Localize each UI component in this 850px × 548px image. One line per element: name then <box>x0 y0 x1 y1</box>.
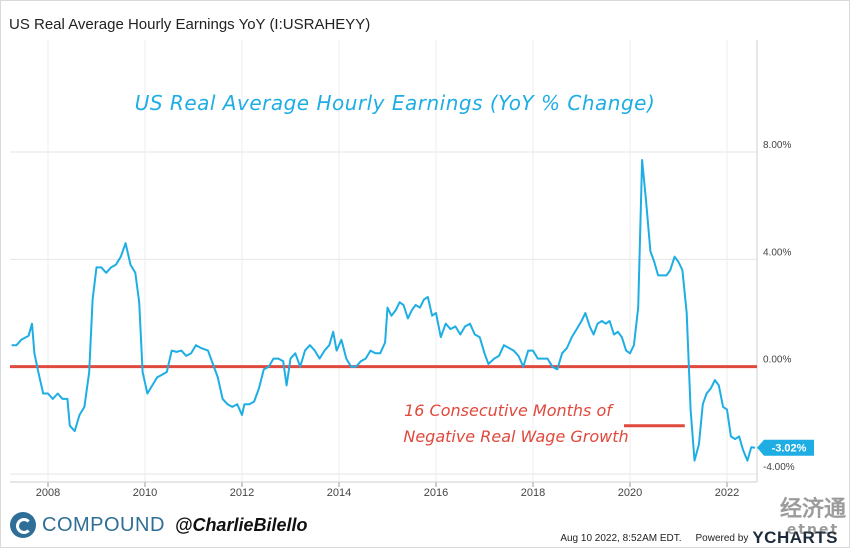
x-tick-label: 2010 <box>133 487 157 499</box>
watermark: 经济通 etnet <box>779 497 846 540</box>
compound-logo-icon <box>10 512 36 538</box>
footer-source: Aug 10 2022, 8:52AM EDT. Powered by YCHA… <box>560 528 838 548</box>
series-line <box>11 159 756 462</box>
powered-by-label: Powered by <box>695 532 749 544</box>
x-tick-label: 2016 <box>424 487 448 499</box>
y-tick-label: 0.00% <box>763 355 791 366</box>
x-tick-label: 2018 <box>521 487 545 499</box>
annotation-text-line1: 16 Consecutive Months of <box>404 401 614 420</box>
x-tick-label: 2008 <box>36 487 60 499</box>
footer-branding: COMPOUND @CharlieBilello <box>10 510 307 540</box>
timestamp: Aug 10 2022, 8:52AM EDT. <box>560 532 682 544</box>
x-tick-label: 2020 <box>618 487 642 499</box>
brand-name: COMPOUND <box>42 513 165 536</box>
watermark-line1: 经济通 <box>779 497 846 522</box>
author-handle: @CharlieBilello <box>174 514 308 535</box>
watermark-line2: etnet <box>786 522 840 538</box>
ycharts-logo[interactable]: YCHARTS <box>752 528 838 547</box>
chart-header-title: US Real Average Hourly Earnings YoY (I:U… <box>9 16 371 33</box>
plot-area <box>10 40 757 482</box>
y-tick-label: 8.00% <box>763 140 791 151</box>
annotation-text-line2: Negative Real Wage Growth <box>403 427 628 446</box>
y-tick-label: -4.00% <box>763 462 795 473</box>
x-tick-label: 2012 <box>230 487 254 499</box>
y-tick-label: 4.00% <box>763 247 791 258</box>
x-tick-label: 2022 <box>715 487 739 499</box>
last-value-flag <box>757 439 814 456</box>
last-value-label: -3.02% <box>772 443 807 455</box>
x-tick-label: 2014 <box>327 487 351 499</box>
chart-title: US Real Average Hourly Earnings (YoY % C… <box>135 91 656 115</box>
